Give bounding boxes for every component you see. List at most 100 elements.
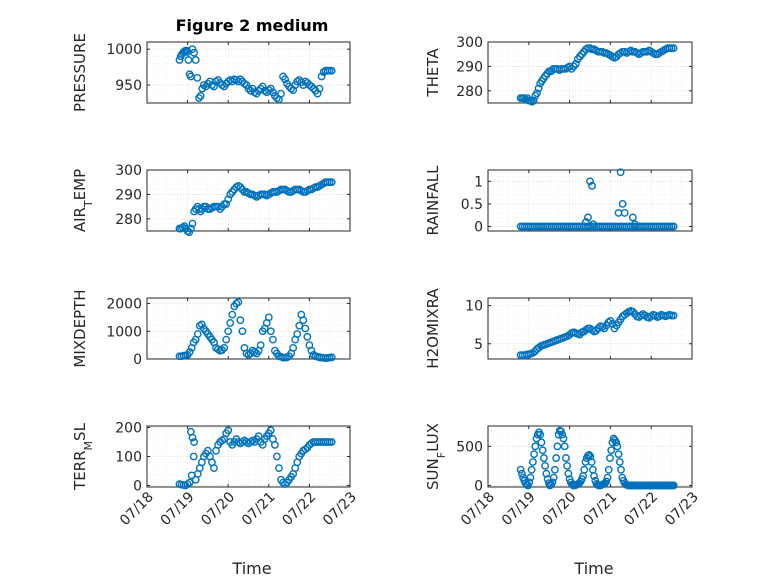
data-point <box>186 224 195 233</box>
data-point <box>299 316 308 325</box>
data-point <box>602 477 611 486</box>
data-point <box>528 458 537 466</box>
y-tick-label: 200 <box>115 420 142 436</box>
data-point <box>525 478 534 487</box>
data-point <box>256 84 265 93</box>
y-axis-label: PRESSURE <box>71 33 89 112</box>
data-point <box>542 469 551 478</box>
data-point <box>536 430 545 439</box>
y-tick-label: 2000 <box>106 297 142 313</box>
data-point <box>598 323 607 331</box>
data-point <box>630 220 639 229</box>
data-point <box>590 472 598 480</box>
data-point <box>549 473 558 482</box>
y-axis-label: MIXDEPTH <box>71 289 89 367</box>
data-point <box>628 213 637 222</box>
data-point <box>327 66 336 75</box>
y-axis-label: H2OMIXRA <box>424 288 442 369</box>
data-point <box>193 73 202 82</box>
y-tick-label: 1 <box>474 174 483 190</box>
y-tick-label: 280 <box>115 212 142 228</box>
data-point <box>551 465 559 474</box>
data-point <box>592 326 601 335</box>
data-point <box>618 199 627 208</box>
data-point <box>190 438 198 446</box>
data-point <box>539 454 548 462</box>
axes-border <box>146 41 351 104</box>
data-point <box>563 461 572 470</box>
data-point <box>516 465 525 474</box>
data-point <box>580 465 589 474</box>
data-point <box>220 344 229 352</box>
x-tick-label: 07/22 <box>279 489 319 529</box>
y-tick-label: 300 <box>115 163 142 179</box>
data-point <box>531 347 539 356</box>
data-point <box>234 298 243 307</box>
axes-border <box>146 169 351 232</box>
data-point <box>222 335 231 344</box>
data-point <box>588 181 596 190</box>
data-point <box>228 310 237 319</box>
data-point <box>582 218 590 226</box>
data-point <box>275 464 283 473</box>
data-point <box>527 465 536 474</box>
data-point <box>560 442 569 451</box>
data-point <box>585 451 594 459</box>
data-point <box>327 178 336 187</box>
data-point <box>264 313 273 322</box>
y-tick-label: 10 <box>465 299 483 315</box>
x-tick-label: 07/18 <box>458 489 498 529</box>
data-point <box>604 465 613 474</box>
data-point <box>531 442 540 451</box>
data-point <box>236 316 245 325</box>
y-tick-label: 5 <box>474 337 483 353</box>
data-point <box>185 228 194 237</box>
y-tick-label: 950 <box>115 78 142 94</box>
data-point <box>188 433 197 442</box>
data-point <box>317 72 326 81</box>
data-point <box>534 84 543 93</box>
subplot-4: 0 0.5 1 RAINFALL <box>424 165 693 235</box>
y-tick-label: 300 <box>456 35 483 51</box>
data-point <box>589 220 598 229</box>
data-point <box>620 209 629 217</box>
data-point <box>273 452 281 461</box>
figure-title: Figure 2 medium <box>176 16 329 35</box>
data-point <box>533 89 541 98</box>
data-point <box>517 469 526 478</box>
data-point <box>571 60 580 68</box>
data-point <box>224 195 233 204</box>
data-point <box>628 307 637 316</box>
x-tick-label: 07/19 <box>158 489 198 529</box>
y-tick-label: 290 <box>115 187 142 203</box>
data-point <box>277 89 285 98</box>
x-axis-label-right: Time <box>573 559 613 578</box>
axes-border <box>487 41 693 104</box>
y-tick-label: 0 <box>474 478 483 494</box>
data-point <box>238 327 247 336</box>
data-point <box>307 82 316 91</box>
data-point <box>538 446 547 455</box>
data-point <box>266 327 275 336</box>
axes-border <box>487 297 693 360</box>
y-tick-label: 0 <box>133 479 142 495</box>
x-tick-label: 07/21 <box>580 489 620 529</box>
data-point <box>196 91 205 100</box>
data-point <box>224 426 233 435</box>
data-point <box>281 75 289 84</box>
data-point <box>526 473 535 482</box>
data-point <box>222 200 231 209</box>
subplot-1: 950 1000 PRESSURE <box>71 33 351 112</box>
data-point <box>184 56 193 64</box>
x-tick-label: 07/23 <box>662 489 702 529</box>
x-tick-label: 07/20 <box>540 489 580 529</box>
data-point <box>606 454 614 462</box>
axes-box <box>146 425 351 488</box>
data-point <box>188 45 197 54</box>
x-tick-label: 07/19 <box>499 489 539 529</box>
y-tick-label: 100 <box>115 450 142 466</box>
data-point <box>236 75 245 84</box>
data-point <box>203 79 212 88</box>
